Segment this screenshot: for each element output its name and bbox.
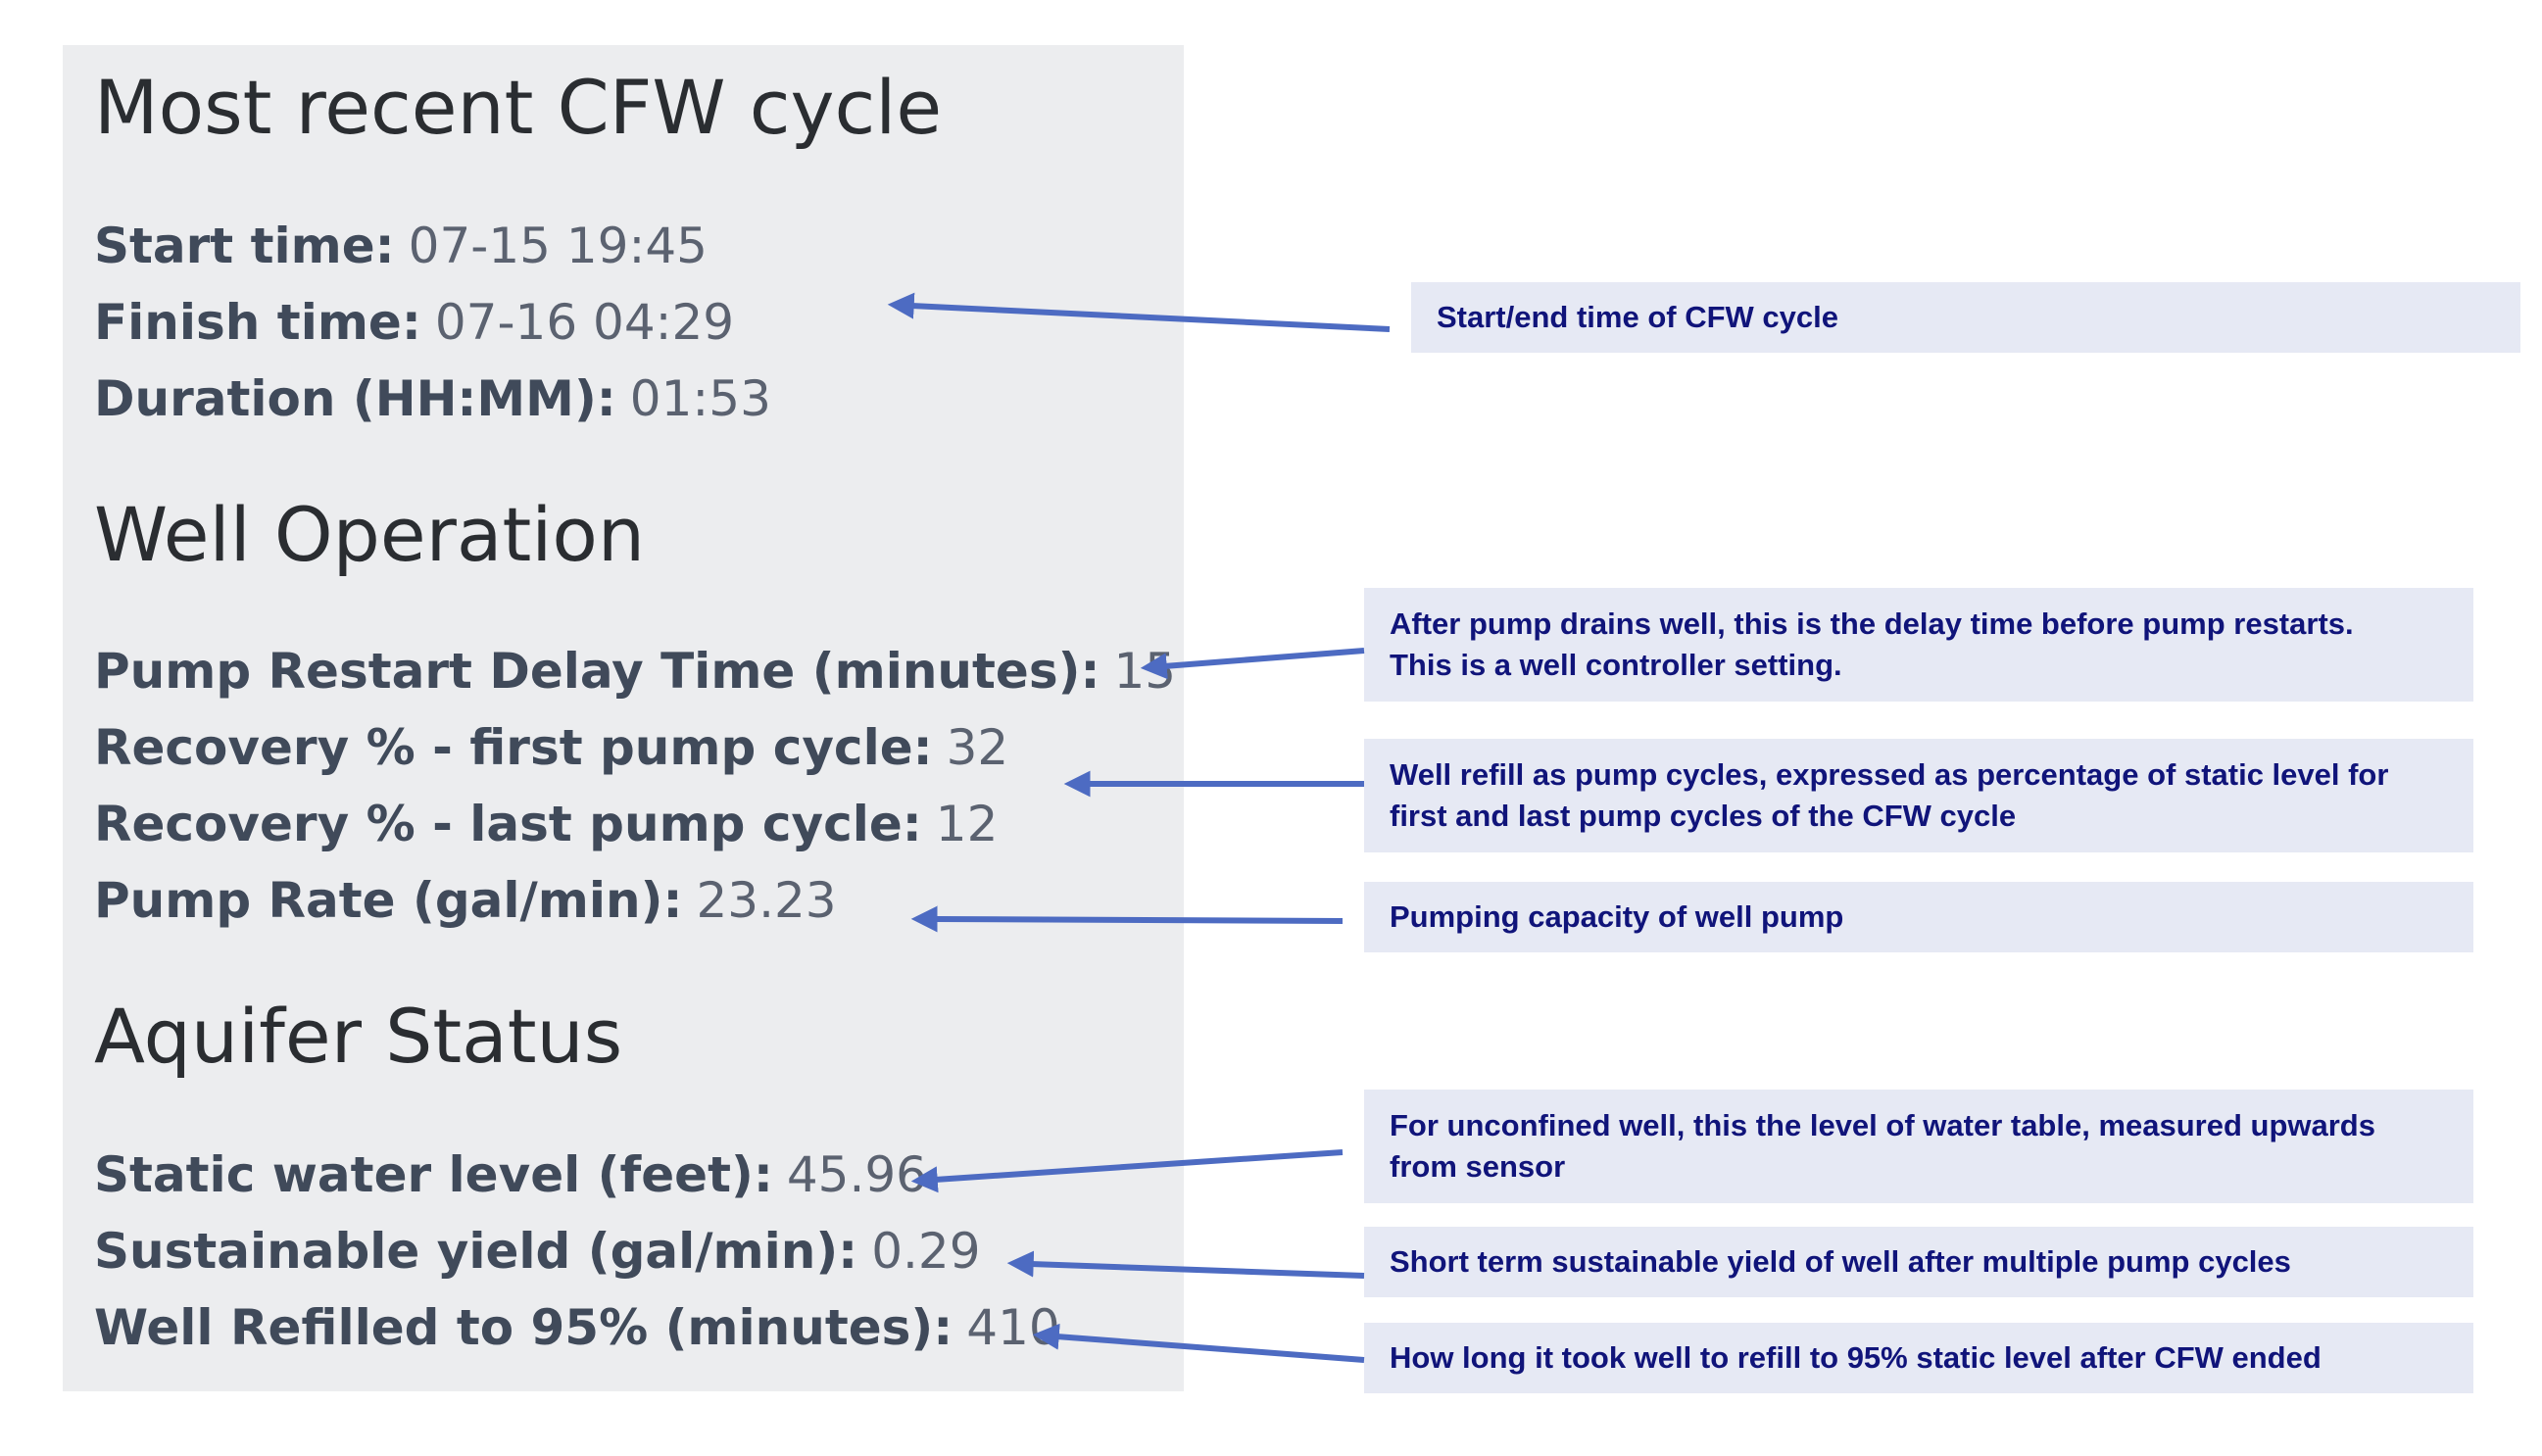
note-sustainable-yield: Short term sustainable yield of well aft… [1364, 1227, 2473, 1297]
row-label: Pump Restart Delay Time (minutes): [94, 643, 1100, 700]
row-recovery-last: Recovery % - last pump cycle: 12 [94, 800, 998, 849]
row-label: Pump Rate (gal/min): [94, 872, 683, 929]
note-line: How long it took well to refill to 95% s… [1390, 1340, 2322, 1375]
row-duration: Duration (HH:MM): 01:53 [94, 374, 771, 423]
row-label: Duration (HH:MM): [94, 370, 616, 427]
note-pump-rate: Pumping capacity of well pump [1364, 882, 2473, 952]
note-line: Pumping capacity of well pump [1390, 899, 1844, 934]
row-well-refilled: Well Refilled to 95% (minutes): 410 [94, 1303, 1060, 1352]
note-line: Short term sustainable yield of well aft… [1390, 1244, 2291, 1279]
note-line: For unconfined well, this the level of w… [1390, 1108, 2375, 1142]
row-value: 45.96 [786, 1146, 927, 1203]
note-restart-delay: After pump drains well, this is the dela… [1364, 588, 2473, 702]
row-label: Sustainable yield (gal/min): [94, 1223, 858, 1280]
note-line: first and last pump cycles of the CFW cy… [1390, 799, 2017, 833]
row-static-water-level: Static water level (feet): 45.96 [94, 1150, 927, 1199]
note-line: from sensor [1390, 1149, 1566, 1184]
section-title-aquifer-status: Aquifer Status [94, 993, 623, 1080]
arrow-sustainable-yield [1006, 1250, 1365, 1279]
note-line: This is a well controller setting. [1390, 648, 1842, 682]
row-pump-rate: Pump Rate (gal/min): 23.23 [94, 876, 837, 925]
section-title-cfw-cycle: Most recent CFW cycle [94, 64, 943, 151]
note-line: After pump drains well, this is the dela… [1390, 607, 2354, 641]
row-finish-time: Finish time: 07-16 04:29 [94, 298, 734, 347]
note-static-level: For unconfined well, this the level of w… [1364, 1090, 2473, 1203]
note-line: Well refill as pump cycles, expressed as… [1390, 757, 2389, 792]
row-label: Start time: [94, 218, 395, 274]
note-refill-time: How long it took well to refill to 95% s… [1364, 1323, 2473, 1393]
row-value: 23.23 [696, 872, 837, 929]
arrow-restart-delay [1140, 648, 1365, 680]
row-value: 01:53 [629, 370, 771, 427]
arrow-cycle-time [887, 292, 1391, 332]
note-line: Start/end time of CFW cycle [1437, 300, 1838, 334]
row-label: Recovery % - last pump cycle: [94, 796, 922, 852]
row-start-time: Start time: 07-15 19:45 [94, 221, 708, 270]
note-recovery: Well refill as pump cycles, expressed as… [1364, 739, 2473, 852]
row-value: 07-15 19:45 [408, 218, 708, 274]
row-value: 07-16 04:29 [434, 294, 735, 351]
row-recovery-first: Recovery % - first pump cycle: 32 [94, 723, 1008, 772]
row-label: Well Refilled to 95% (minutes): [94, 1299, 953, 1356]
row-sustainable-yield: Sustainable yield (gal/min): 0.29 [94, 1227, 981, 1276]
row-value: 32 [946, 719, 1009, 776]
row-value: 12 [935, 796, 999, 852]
row-label: Finish time: [94, 294, 421, 351]
section-title-well-operation: Well Operation [94, 491, 646, 578]
row-pump-restart-delay: Pump Restart Delay Time (minutes): 15 [94, 647, 1176, 696]
arrow-refill-time [1032, 1323, 1365, 1363]
summary-panel [63, 45, 1184, 1391]
arrow-static-level [910, 1149, 1344, 1193]
arrow-pump-rate [910, 905, 1344, 933]
row-value: 0.29 [871, 1223, 981, 1280]
row-label: Static water level (feet): [94, 1146, 773, 1203]
row-label: Recovery % - first pump cycle: [94, 719, 933, 776]
note-cycle-time: Start/end time of CFW cycle [1411, 282, 2520, 353]
